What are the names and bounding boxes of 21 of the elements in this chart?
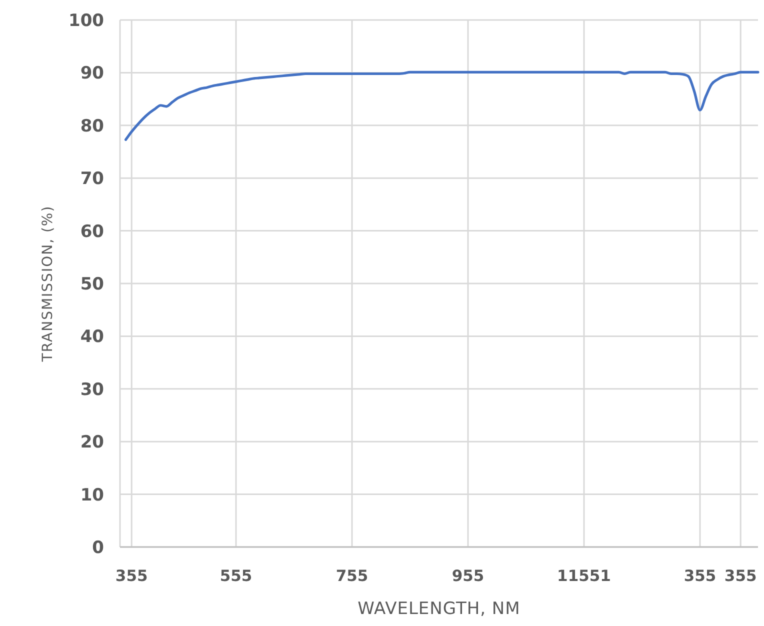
x-tick-label: 355 <box>724 567 757 585</box>
x-axis-title: WAVELENGTH, NM <box>358 599 520 619</box>
y-tick-label: 100 <box>68 10 104 31</box>
y-axis-title: TRANSMISSION, (%) <box>40 205 56 363</box>
y-tick-label: 10 <box>80 485 104 506</box>
y-tick-label: 70 <box>80 169 104 190</box>
y-tick-label: 40 <box>80 327 104 348</box>
y-tick-label: 30 <box>80 380 104 400</box>
y-tick-label: 60 <box>80 222 104 242</box>
x-tick-label: 355 <box>684 567 716 585</box>
line-series <box>124 70 760 141</box>
x-tick-label: 355 <box>115 567 148 585</box>
y-tick-label: 20 <box>80 432 104 453</box>
y-tick-label: 80 <box>80 116 104 136</box>
x-tick-label: 11551 <box>557 567 611 585</box>
x-tick-label: 955 <box>452 567 484 585</box>
y-tick-label: 90 <box>80 64 104 84</box>
y-tick-label: 0 <box>92 538 104 558</box>
y-tick-label: 50 <box>80 274 104 294</box>
x-tick-label: 755 <box>336 567 368 585</box>
x-tick-label: 555 <box>220 567 252 585</box>
